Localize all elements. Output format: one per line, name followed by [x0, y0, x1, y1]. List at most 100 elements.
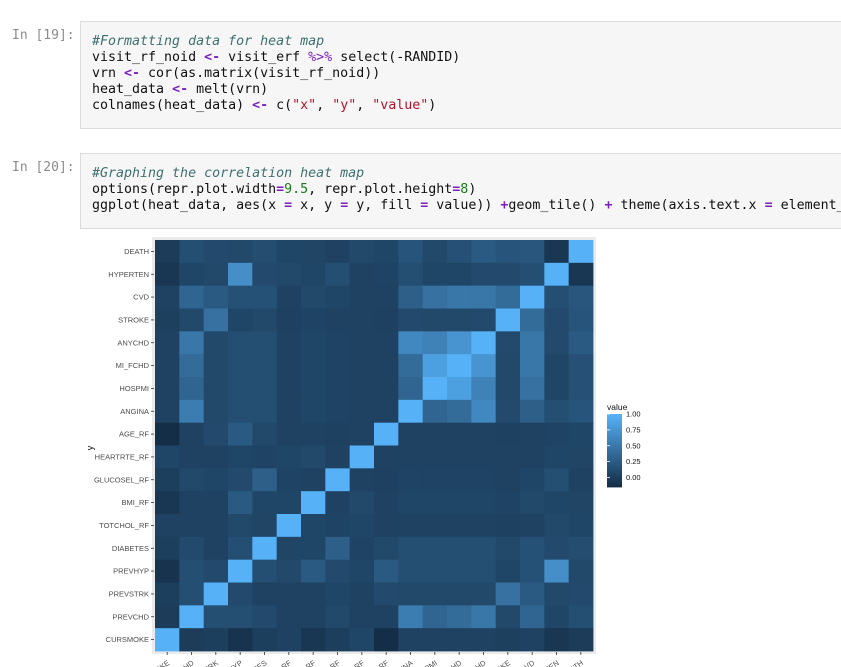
- heatmap-tile: [568, 331, 594, 355]
- heatmap-tile: [447, 399, 472, 424]
- heatmap-tile: [447, 377, 472, 401]
- code-token: #Formatting data for heat map: [92, 34, 325, 49]
- heatmap-tile: [228, 377, 253, 401]
- heatmap-tile: [203, 240, 229, 264]
- legend-colorbar-segment: [607, 477, 622, 481]
- heatmap-tile: [374, 422, 399, 446]
- heatmap-tile: [155, 605, 180, 629]
- heatmap-tile: [471, 628, 497, 652]
- code-token: <-: [204, 50, 221, 65]
- heatmap-tile: [349, 285, 375, 309]
- code-token: <-: [124, 66, 141, 81]
- legend-colorbar-segment: [607, 457, 622, 461]
- legend-tick-label: 1.00: [626, 410, 641, 419]
- heatmap-tile: [325, 331, 351, 355]
- heatmap-tile: [568, 491, 594, 515]
- legend-colorbar-segment: [607, 454, 622, 457]
- heatmap-tile: [471, 536, 497, 561]
- legend-colorbar-segment: [607, 428, 622, 431]
- heatmap-tile: [471, 262, 497, 287]
- heatmap-tile: [325, 285, 351, 309]
- cell-20-code[interactable]: #Graphing the correlation heat map option…: [80, 153, 841, 229]
- heatmap-tile: [544, 262, 570, 287]
- heatmap-tile: [301, 422, 326, 446]
- heatmap-tile: [301, 445, 326, 469]
- heatmap-tile: [252, 559, 278, 583]
- heatmap-tile: [252, 240, 278, 264]
- heatmap-tile: [301, 399, 326, 424]
- heatmap-tile: [203, 308, 229, 332]
- heatmap-tile: [252, 399, 278, 424]
- legend-title: value: [607, 402, 628, 412]
- heatmap-tile: [568, 240, 594, 264]
- heatmap-tile: [374, 399, 399, 424]
- x-axis-labels: OKE HD TRK HYP TES RF RF RF RF .RF INA PMI CHD CHD OKE…: [153, 652, 585, 667]
- legend-colorbar-segment: [607, 443, 622, 446]
- heatmap-tile: [252, 536, 278, 561]
- code-token: colnames(heat_data): [92, 98, 253, 113]
- y-tick-label: HEARTRTE_RF: [95, 453, 150, 462]
- heatmap-tile: [179, 331, 205, 355]
- heatmap-tile: [301, 559, 326, 583]
- heatmap-tile: [568, 514, 594, 538]
- heatmap-tile: [374, 354, 399, 378]
- code-line: #Formatting data for heat map: [92, 34, 841, 50]
- heatmap-tile: [325, 377, 351, 401]
- heatmap-tile: [398, 445, 424, 469]
- cell-19-prompt: In [19]:: [12, 28, 75, 43]
- heatmap-tile: [520, 605, 545, 629]
- legend-colorbar-segment: [607, 483, 622, 486]
- heatmap-tile: [422, 240, 448, 264]
- cell-19-code[interactable]: #Formatting data for heat map visit_rf_no…: [80, 21, 841, 129]
- heatmap-tile: [276, 514, 302, 538]
- heatmap-tile: [520, 399, 545, 424]
- heatmap-tile: [325, 240, 351, 264]
- heatmap-tile: [471, 491, 497, 515]
- heatmap-tile: [325, 262, 351, 287]
- heatmap-tile: [447, 536, 472, 561]
- heatmap-tile: [398, 262, 424, 287]
- x-tick-label: OKE: [153, 658, 171, 667]
- heatmap-tile: [203, 262, 229, 287]
- heatmap-tile: [276, 536, 302, 561]
- heatmap-tile: [422, 445, 448, 469]
- heatmap-tile: [228, 559, 253, 583]
- heatmap-tile: [203, 331, 229, 355]
- heatmap-tile: [252, 422, 278, 446]
- heatmap-tile: [568, 308, 594, 332]
- y-tick-label: MI_FCHD: [116, 361, 150, 370]
- heatmap-tile: [447, 605, 472, 629]
- heatmap-tile: [544, 331, 570, 355]
- heatmap-tile: [203, 285, 229, 309]
- y-tick-label: HOSPMI: [119, 384, 149, 393]
- heatmap-tile: [422, 582, 448, 606]
- heatmap-tile: [252, 262, 278, 287]
- heatmap-tile: [568, 605, 594, 629]
- legend-colorbar-segment: [607, 414, 622, 417]
- heatmap-tile: [179, 491, 205, 515]
- heatmap-tile: [276, 331, 302, 355]
- code-token: vrn: [92, 66, 125, 81]
- heatmap-tile: [471, 308, 497, 332]
- heatmap-tile: [301, 354, 326, 378]
- heatmap-tile: [495, 240, 521, 264]
- heatmap-tile: [398, 468, 424, 492]
- heatmap-tile: [155, 514, 180, 538]
- code-token: #Graphing the correlation heat map: [92, 166, 365, 181]
- heatmap-tile: [422, 559, 448, 583]
- heatmap-tile: [447, 559, 472, 583]
- x-tick-label: PMI: [423, 658, 439, 667]
- code-token: =: [452, 182, 461, 197]
- heatmap-tile: [155, 240, 180, 264]
- y-tick-label: GLUCOSEL_RF: [94, 475, 149, 484]
- heatmap-tile: [520, 354, 545, 378]
- heatmap-tile: [544, 445, 570, 469]
- heatmap-tile: [447, 468, 472, 492]
- heatmap-tile: [544, 377, 570, 401]
- code-token: =: [764, 198, 773, 213]
- legend-colorbar-segment: [607, 459, 622, 462]
- code-token: theme(axis.text.x: [612, 198, 765, 213]
- heatmap-tile: [252, 308, 278, 332]
- code-token: value)): [428, 198, 501, 213]
- heatmap-tile: [447, 308, 472, 332]
